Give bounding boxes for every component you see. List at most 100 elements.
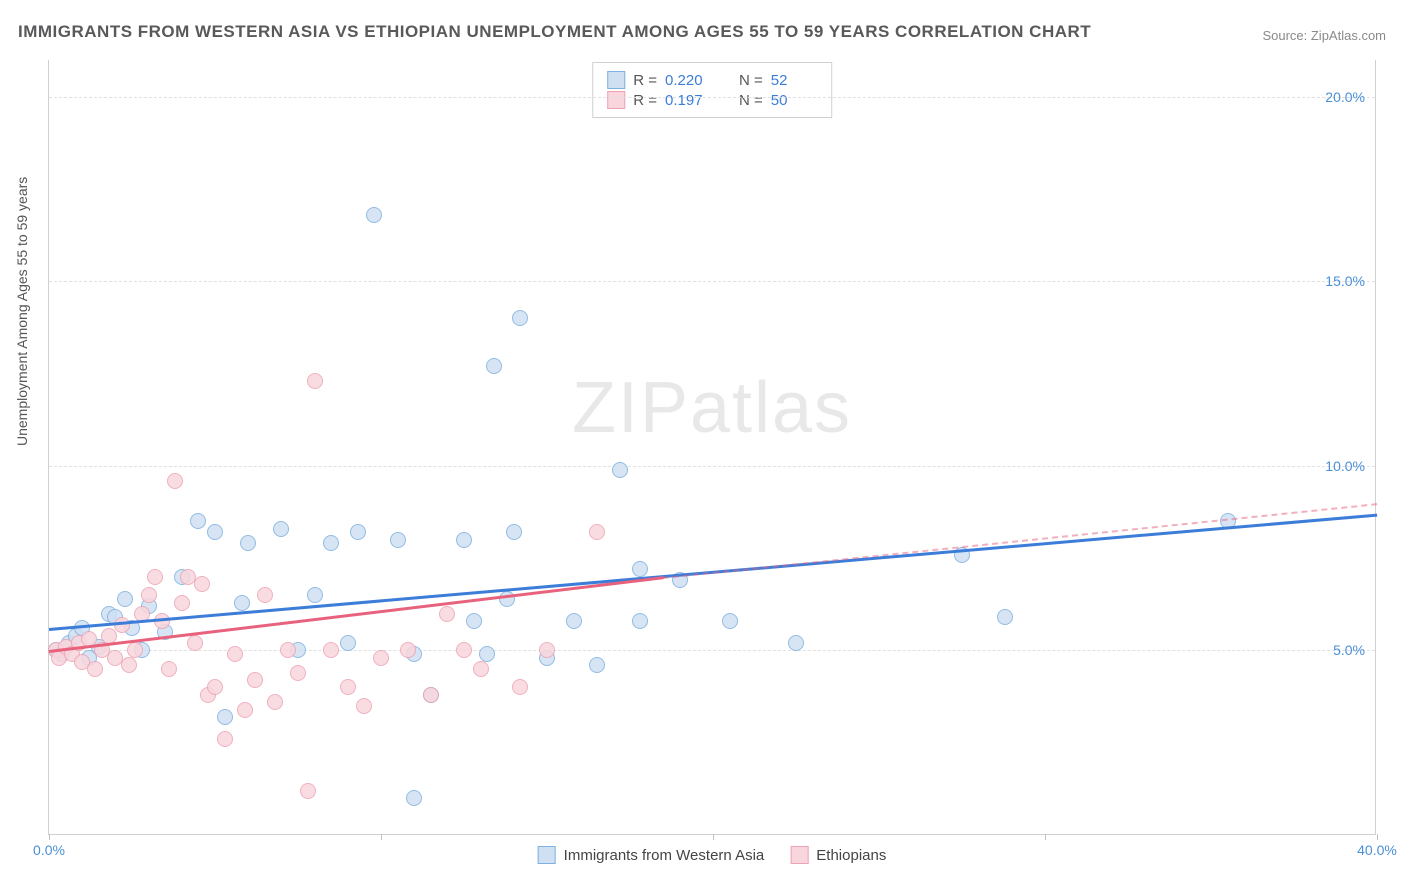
data-point [788, 635, 804, 651]
x-tick-mark [1377, 834, 1378, 840]
y-tick-label: 15.0% [1325, 273, 1365, 289]
y-axis-label: Unemployment Among Ages 55 to 59 years [14, 177, 30, 446]
data-point [473, 661, 489, 677]
plot-area: ZIPatlas R = 0.220 N = 52 R = 0.197 N = … [48, 60, 1376, 835]
data-point [257, 587, 273, 603]
data-point [147, 569, 163, 585]
x-tick-mark [713, 834, 714, 840]
x-tick-mark [1045, 834, 1046, 840]
data-point [207, 524, 223, 540]
data-point [300, 783, 316, 799]
x-tick-mark [381, 834, 382, 840]
data-point [439, 606, 455, 622]
chart-title: IMMIGRANTS FROM WESTERN ASIA VS ETHIOPIA… [18, 22, 1091, 42]
grid-line [49, 281, 1375, 282]
data-point [722, 613, 738, 629]
data-point [237, 702, 253, 718]
data-point [217, 709, 233, 725]
data-point [187, 635, 203, 651]
data-point [512, 679, 528, 695]
data-point [290, 665, 306, 681]
data-point [456, 642, 472, 658]
source-attribution: Source: ZipAtlas.com [1262, 28, 1386, 43]
x-tick-label: 40.0% [1357, 842, 1397, 858]
x-tick-label: 0.0% [33, 842, 65, 858]
n-label: N = [739, 92, 763, 109]
data-point [141, 587, 157, 603]
legend-item-series1: Immigrants from Western Asia [538, 846, 765, 864]
watermark: ZIPatlas [572, 367, 852, 449]
swatch-series2-icon [790, 846, 808, 864]
data-point [161, 661, 177, 677]
data-point [456, 532, 472, 548]
r-label: R = [633, 72, 657, 89]
data-point [323, 535, 339, 551]
data-point [247, 672, 263, 688]
data-point [390, 532, 406, 548]
data-point [566, 613, 582, 629]
data-point [174, 595, 190, 611]
swatch-series1-icon [538, 846, 556, 864]
data-point [997, 609, 1013, 625]
data-point [227, 646, 243, 662]
grid-line [49, 97, 1375, 98]
correlation-stats-box: R = 0.220 N = 52 R = 0.197 N = 50 [592, 62, 832, 118]
data-point [307, 373, 323, 389]
data-point [466, 613, 482, 629]
stats-row-series2: R = 0.197 N = 50 [607, 91, 817, 109]
data-point [406, 790, 422, 806]
legend-label-series1: Immigrants from Western Asia [564, 847, 765, 864]
data-point [512, 310, 528, 326]
data-point [632, 613, 648, 629]
n-label: N = [739, 72, 763, 89]
data-point [167, 473, 183, 489]
data-point [194, 576, 210, 592]
y-tick-label: 5.0% [1333, 642, 1365, 658]
data-point [506, 524, 522, 540]
data-point [350, 524, 366, 540]
data-point [87, 661, 103, 677]
data-point [307, 587, 323, 603]
data-point [234, 595, 250, 611]
legend: Immigrants from Western Asia Ethiopians [538, 846, 887, 864]
data-point [240, 535, 256, 551]
data-point [217, 731, 233, 747]
data-point [340, 635, 356, 651]
data-point [589, 657, 605, 673]
r-value-series1: 0.220 [665, 72, 711, 89]
data-point [423, 687, 439, 703]
trend-line [663, 503, 1377, 579]
data-point [323, 642, 339, 658]
n-value-series2: 50 [771, 92, 817, 109]
data-point [589, 524, 605, 540]
data-point [486, 358, 502, 374]
data-point [207, 679, 223, 695]
data-point [121, 657, 137, 673]
grid-line [49, 650, 1375, 651]
data-point [190, 513, 206, 529]
data-point [267, 694, 283, 710]
data-point [127, 642, 143, 658]
n-value-series1: 52 [771, 72, 817, 89]
swatch-series2 [607, 91, 625, 109]
data-point [373, 650, 389, 666]
x-tick-mark [49, 834, 50, 840]
y-tick-label: 20.0% [1325, 89, 1365, 105]
data-point [632, 561, 648, 577]
r-value-series2: 0.197 [665, 92, 711, 109]
data-point [479, 646, 495, 662]
data-point [340, 679, 356, 695]
r-label: R = [633, 92, 657, 109]
data-point [117, 591, 133, 607]
data-point [612, 462, 628, 478]
grid-line [49, 466, 1375, 467]
legend-item-series2: Ethiopians [790, 846, 886, 864]
y-tick-label: 10.0% [1325, 458, 1365, 474]
legend-label-series2: Ethiopians [816, 847, 886, 864]
data-point [366, 207, 382, 223]
stats-row-series1: R = 0.220 N = 52 [607, 71, 817, 89]
data-point [539, 642, 555, 658]
data-point [280, 642, 296, 658]
swatch-series1 [607, 71, 625, 89]
data-point [356, 698, 372, 714]
